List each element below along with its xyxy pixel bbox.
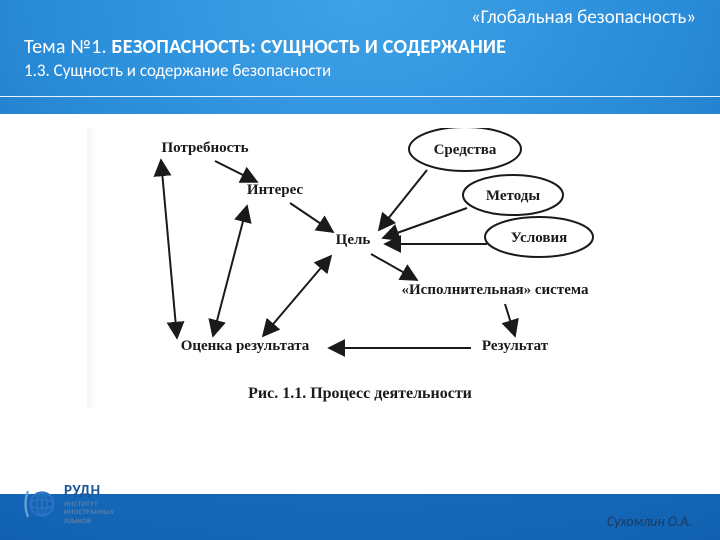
node-label-methods: Методы bbox=[486, 188, 540, 204]
org-logo: РУДН ИНСТИТУТ ИНОСТРАННЫХ ЯЗЫКОВ bbox=[22, 484, 114, 524]
slide-title: Тема №1. БЕЗОПАСНОСТЬ: СУЩНОСТЬ И СОДЕРЖ… bbox=[24, 35, 696, 59]
node-label-goal: Цель bbox=[336, 232, 371, 248]
node-label-eval: Оценка результата bbox=[181, 338, 310, 354]
diagram-caption: Рис. 1.1. Процесс деятельности bbox=[248, 385, 472, 402]
logo-name: РУДН bbox=[64, 484, 114, 499]
node-label-means: Средства bbox=[434, 142, 497, 158]
edge-eval-need bbox=[161, 160, 177, 338]
edge-eval-interest bbox=[213, 206, 247, 336]
node-label-interest: Интерес bbox=[247, 182, 304, 198]
title-prefix: Тема №1. bbox=[24, 35, 111, 59]
edge-exec-result bbox=[505, 304, 515, 336]
node-label-result: Результат bbox=[482, 338, 549, 354]
slide-header: «Глобальная безопасность» Тема №1. БЕЗОП… bbox=[0, 0, 720, 81]
edge-interest-goal bbox=[290, 203, 333, 232]
node-label-cond: Условия bbox=[511, 230, 567, 246]
edge-methods-goal bbox=[383, 208, 467, 238]
edge-eval-goal bbox=[263, 256, 331, 336]
globe-icon bbox=[22, 487, 56, 521]
diagram-container: Потребность Интерес Цель Средства Методы Усло… bbox=[95, 128, 625, 408]
node-label-need: Потребность bbox=[161, 140, 248, 156]
title-main: БЕЗОПАСНОСТЬ: СУЩНОСТЬ И СОДЕРЖАНИЕ bbox=[111, 35, 506, 59]
node-label-exec: «Исполнительная» система bbox=[402, 282, 589, 298]
edge-need-interest bbox=[215, 161, 257, 182]
logo-text: РУДН ИНСТИТУТ ИНОСТРАННЫХ ЯЗЫКОВ bbox=[64, 484, 114, 524]
process-diagram: Потребность Интерес Цель Средства Методы Усло… bbox=[95, 128, 625, 408]
supertitle: «Глобальная безопасность» bbox=[24, 6, 696, 29]
logo-sub2: ИНОСТРАННЫХ bbox=[64, 508, 114, 515]
header-divider bbox=[0, 96, 720, 97]
logo-sub3: ЯЗЫКОВ bbox=[64, 517, 114, 524]
edge-means-goal bbox=[379, 170, 427, 230]
edge-goal-exec bbox=[371, 254, 417, 280]
slide-subtitle: 1.3. Сущность и содержание безопасности bbox=[24, 60, 696, 81]
logo-sub1: ИНСТИТУТ bbox=[64, 500, 114, 507]
author-footer: Сухомлин О.А. bbox=[607, 513, 692, 530]
